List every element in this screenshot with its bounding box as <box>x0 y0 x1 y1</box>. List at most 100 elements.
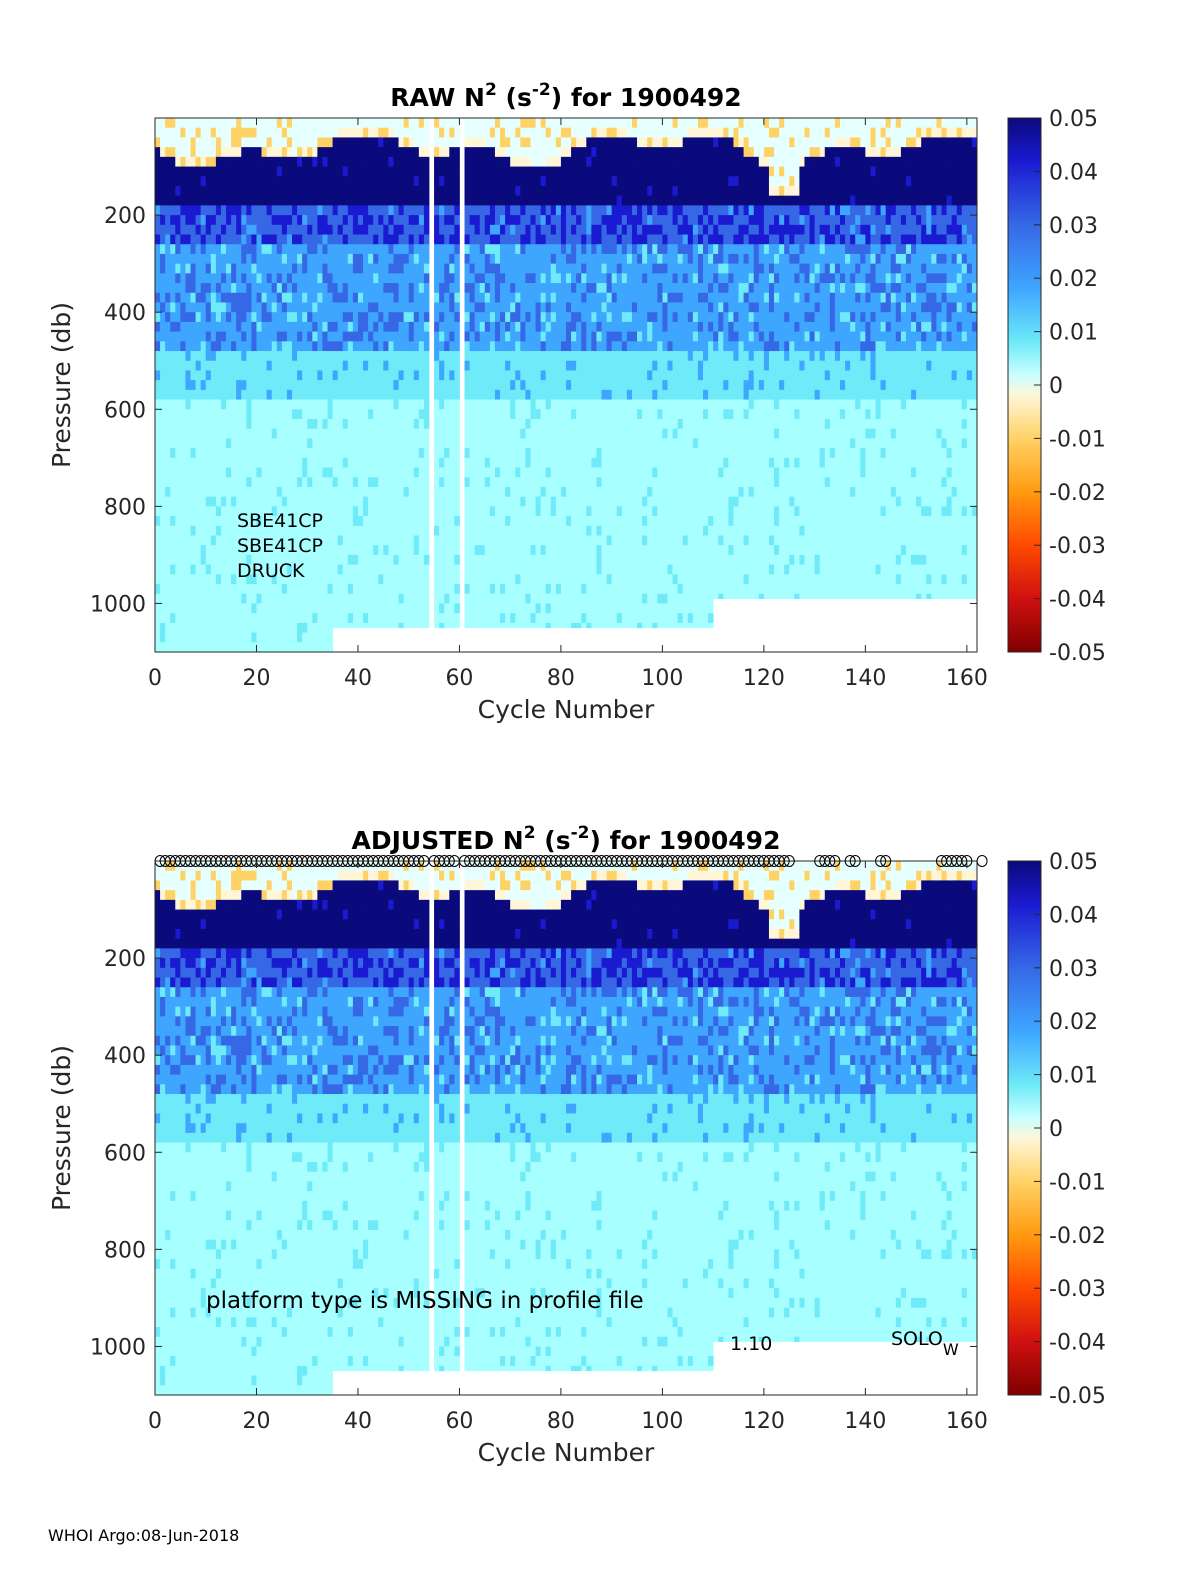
heatmap-cell <box>505 127 511 138</box>
heatmap-cell <box>530 477 536 488</box>
heatmap-cell <box>464 234 470 245</box>
heatmap-cell <box>195 331 202 342</box>
heatmap-cell <box>286 467 293 478</box>
heatmap-cell <box>373 224 379 235</box>
heatmap-cell <box>190 516 196 527</box>
heatmap-cell <box>398 380 405 391</box>
heatmap-cell <box>566 234 572 245</box>
heatmap-cell <box>601 263 607 274</box>
heatmap-cell <box>469 506 476 517</box>
heatmap-cell <box>332 467 339 478</box>
heatmap-cell <box>307 486 313 498</box>
heatmap-cell <box>231 370 237 381</box>
heatmap-cell <box>307 185 313 197</box>
heatmap-cell <box>231 283 237 294</box>
heatmap-cell <box>215 341 222 352</box>
heatmap-cell <box>439 389 445 400</box>
heatmap-cell <box>175 448 181 459</box>
heatmap-cell <box>297 331 303 342</box>
heatmap-cell <box>271 215 278 226</box>
heatmap-cell <box>276 418 283 430</box>
heatmap-cell <box>266 263 273 274</box>
heatmap-cell <box>302 118 308 129</box>
heatmap-cell <box>418 195 425 206</box>
heatmap-cell <box>205 341 212 352</box>
heatmap-cell <box>606 525 613 536</box>
heatmap-cell <box>560 370 567 381</box>
heatmap-cell <box>474 584 481 595</box>
heatmap-cell <box>342 554 349 566</box>
heatmap-cell <box>408 564 415 575</box>
heatmap-cell <box>220 564 227 575</box>
heatmap-cell <box>494 622 501 629</box>
heatmap-cell <box>550 409 557 420</box>
heatmap-cell <box>540 224 547 235</box>
heatmap-cell <box>413 137 420 148</box>
heatmap-cell <box>550 176 557 187</box>
heatmap-cell <box>327 496 333 507</box>
heatmap-cell <box>170 341 176 352</box>
heatmap-cell <box>616 409 623 420</box>
heatmap-cell <box>525 215 531 226</box>
heatmap-cell <box>357 554 364 566</box>
heatmap-cell <box>566 438 572 449</box>
heatmap-cell <box>190 312 196 323</box>
heatmap-cell <box>378 525 384 536</box>
heatmap-cell <box>505 535 511 546</box>
heatmap-cell <box>601 457 607 468</box>
heatmap-cell <box>256 341 262 352</box>
heatmap-cell <box>373 205 379 216</box>
heatmap-cell <box>297 118 303 129</box>
heatmap-cell <box>378 438 384 449</box>
heatmap-cell <box>616 380 623 391</box>
heatmap-cell <box>525 428 531 439</box>
heatmap-cell <box>292 195 298 206</box>
heatmap-cell <box>545 351 552 362</box>
heatmap-cell <box>606 312 613 323</box>
heatmap-cell <box>500 137 506 148</box>
heatmap-cell <box>398 166 405 177</box>
heatmap-cell <box>418 535 425 546</box>
heatmap-cell <box>464 370 470 381</box>
heatmap-cell <box>165 234 171 245</box>
heatmap-cell <box>454 467 460 478</box>
heatmap-cell <box>596 283 602 294</box>
heatmap-cell <box>195 584 202 595</box>
heatmap-cell <box>581 273 587 284</box>
heatmap-cell <box>332 370 339 381</box>
heatmap-cell <box>327 564 333 575</box>
heatmap-cell <box>342 351 349 362</box>
heatmap-cell <box>611 545 618 556</box>
heatmap-cell <box>175 535 181 546</box>
heatmap-cell <box>241 273 247 284</box>
heatmap-cell <box>165 584 171 595</box>
heatmap-cell <box>185 302 191 313</box>
heatmap-cell <box>215 477 222 488</box>
heatmap-cell <box>322 185 328 197</box>
heatmap-cell <box>540 380 547 391</box>
heatmap-cell <box>408 486 415 498</box>
heatmap-cell <box>292 506 298 517</box>
heatmap-cell <box>520 516 526 527</box>
heatmap-cell <box>256 205 262 216</box>
heatmap-cell <box>383 613 389 624</box>
heatmap-cell <box>251 622 257 633</box>
heatmap-cell <box>601 467 607 478</box>
heatmap-cell <box>185 593 191 604</box>
heatmap-cell <box>210 205 217 216</box>
heatmap-cell <box>246 215 252 226</box>
heatmap-cell <box>251 632 257 643</box>
heatmap-cell <box>337 195 344 206</box>
heatmap-cell <box>631 525 638 536</box>
heatmap-cell <box>357 467 364 478</box>
heatmap-cell <box>560 312 567 323</box>
heatmap-cell <box>586 253 592 265</box>
heatmap-cell <box>378 244 384 255</box>
heatmap-cell <box>251 428 257 439</box>
heatmap-cell <box>423 409 430 420</box>
heatmap-cell <box>469 185 476 197</box>
heatmap-cell <box>586 516 592 527</box>
heatmap-cell <box>596 593 602 604</box>
heatmap-cell <box>520 574 526 585</box>
heatmap-cell <box>215 331 222 342</box>
